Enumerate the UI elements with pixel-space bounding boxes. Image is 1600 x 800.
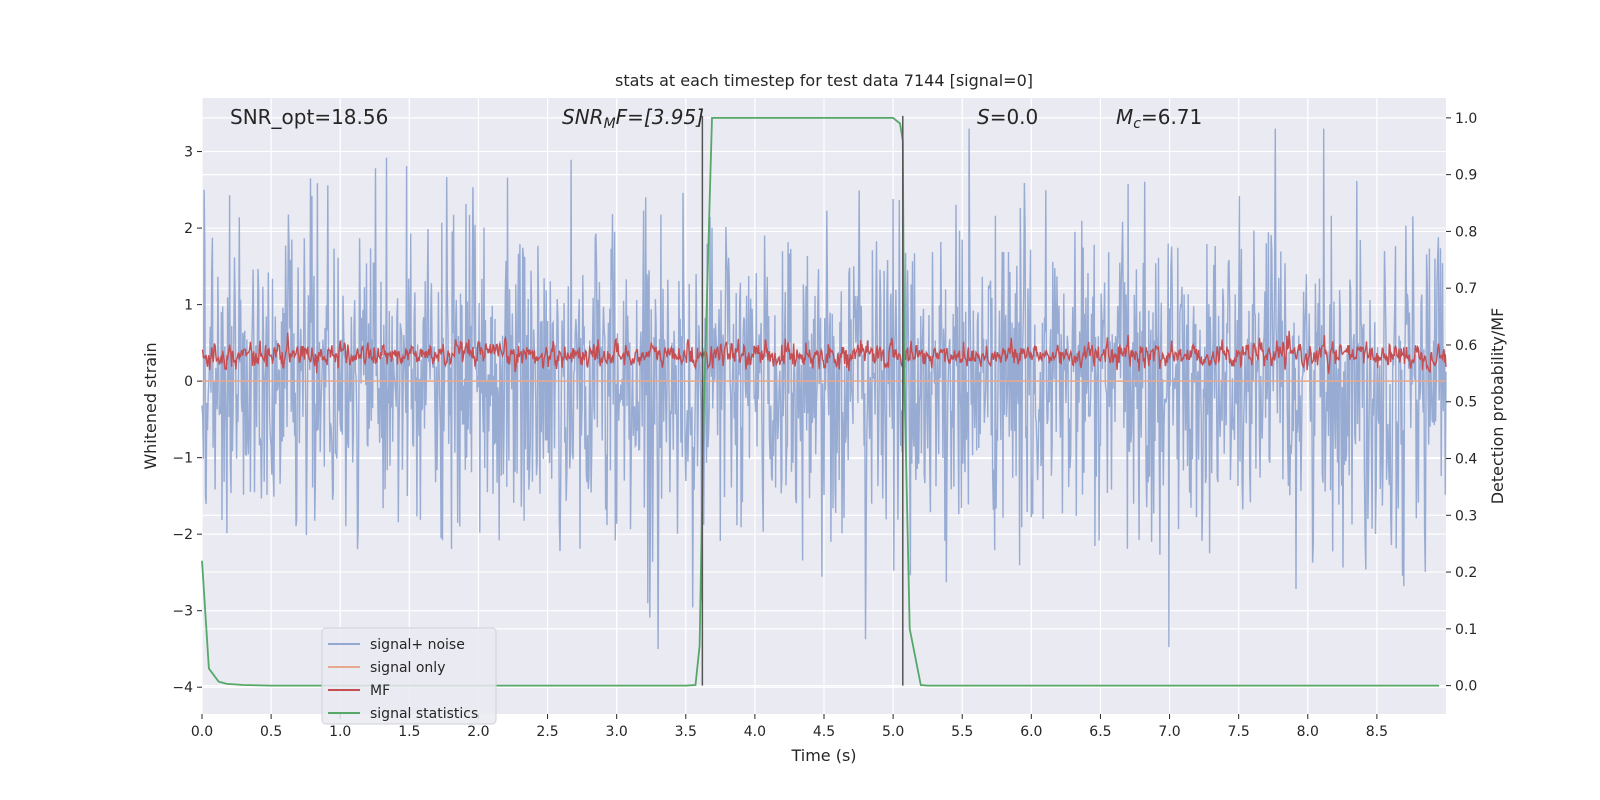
legend: signal+ noise signal only MF signal statist… [321, 627, 497, 725]
x-tick-label: 7.0 [1158, 724, 1180, 740]
y-right-tick-label: 0.6 [1455, 338, 1477, 354]
x-tick-label: 0.5 [260, 724, 282, 740]
legend-box [321, 627, 497, 725]
x-tick-label: 3.5 [675, 724, 697, 740]
s-italic: S [977, 105, 990, 129]
mc-rest: =6.71 [1141, 105, 1202, 129]
x-tick-label: 0.0 [191, 724, 213, 740]
series-mf [201, 330, 1447, 374]
y-right-axis-ticks: 1.0 0.9 0.8 0.7 0.6 0.5 0.4 0.3 0.2 0.1 0.0 [1446, 111, 1477, 695]
x-tick-label: 8.5 [1366, 724, 1388, 740]
x-tick-label: 5.5 [951, 724, 973, 740]
x-axis-ticks: 0.0 0.5 1.0 1.5 2.0 2.5 3.0 3.5 4.0 4.5 5.0 5.5 6.0 6… [191, 714, 1388, 740]
y-right-tick-label: 1.0 [1455, 111, 1477, 127]
x-tick-label: 3.0 [606, 724, 628, 740]
annotation-snr-mf: SNRMF=[3.95] [562, 105, 704, 132]
x-axis-label: Time (s) [790, 746, 856, 765]
y-right-tick-label: 0.9 [1455, 168, 1477, 184]
y-right-tick-label: 0.7 [1455, 281, 1477, 297]
y-right-tick-label: 0.2 [1455, 565, 1477, 581]
chart-title: stats at each timestep for test data 714… [615, 71, 1033, 90]
mc-sub: c [1133, 116, 1141, 132]
legend-entry: MF [370, 683, 390, 699]
y-left-tick-label: −1 [172, 451, 193, 467]
y-right-tick-label: 0.0 [1455, 679, 1477, 695]
x-tick-label: 5.0 [882, 724, 904, 740]
annotation-snr-opt: SNR_opt=18.56 [230, 105, 388, 129]
legend-entry: signal only [370, 660, 445, 676]
y-left-tick-label: 3 [184, 145, 193, 161]
mc-base: M [1116, 105, 1133, 129]
x-tick-label: 4.5 [813, 724, 835, 740]
y-right-tick-label: 0.5 [1455, 395, 1477, 411]
snr-mf-rest: F=[3.95] [616, 105, 704, 129]
x-tick-label: 6.0 [1020, 724, 1042, 740]
x-tick-label: 7.5 [1228, 724, 1250, 740]
legend-entry: signal statistics [370, 706, 478, 722]
y-left-tick-label: −4 [172, 680, 193, 696]
x-tick-label: 2.5 [536, 724, 558, 740]
annotation-mc: Mc=6.71 [1116, 105, 1202, 132]
y-right-tick-label: 0.3 [1455, 508, 1477, 524]
y-right-axis-label: Detection probability/MF [1488, 308, 1507, 505]
y-right-tick-label: 0.8 [1455, 224, 1477, 240]
y-left-axis-label: Whitened strain [141, 342, 160, 469]
y-right-tick-label: 0.1 [1455, 622, 1477, 638]
y-left-tick-label: 2 [184, 221, 193, 237]
x-tick-label: 1.0 [329, 724, 351, 740]
y-left-tick-label: −2 [172, 527, 193, 543]
y-left-tick-label: −3 [172, 604, 193, 620]
series-layer [201, 117, 1447, 687]
y-left-axis-ticks: 3 2 1 0 −1 −2 −3 −4 [172, 145, 202, 696]
s-rest: =0.0 [990, 105, 1039, 129]
annotation-s: S=0.0 [977, 105, 1038, 129]
series-signal-noise [201, 128, 1447, 650]
x-tick-label: 6.5 [1089, 724, 1111, 740]
y-right-tick-label: 0.4 [1455, 452, 1477, 468]
y-left-tick-label: 0 [184, 374, 193, 390]
snr-mf-base: SNR [562, 105, 604, 129]
x-tick-label: 1.5 [398, 724, 420, 740]
snr-mf-sub: M [604, 116, 616, 132]
x-tick-label: 2.0 [467, 724, 489, 740]
vertical-markers [701, 115, 904, 686]
x-tick-label: 4.0 [744, 724, 766, 740]
x-tick-label: 8.0 [1297, 724, 1319, 740]
legend-entry: signal+ noise [370, 637, 465, 653]
series-signal-statistics [201, 117, 1440, 687]
y-left-tick-label: 1 [184, 298, 193, 314]
